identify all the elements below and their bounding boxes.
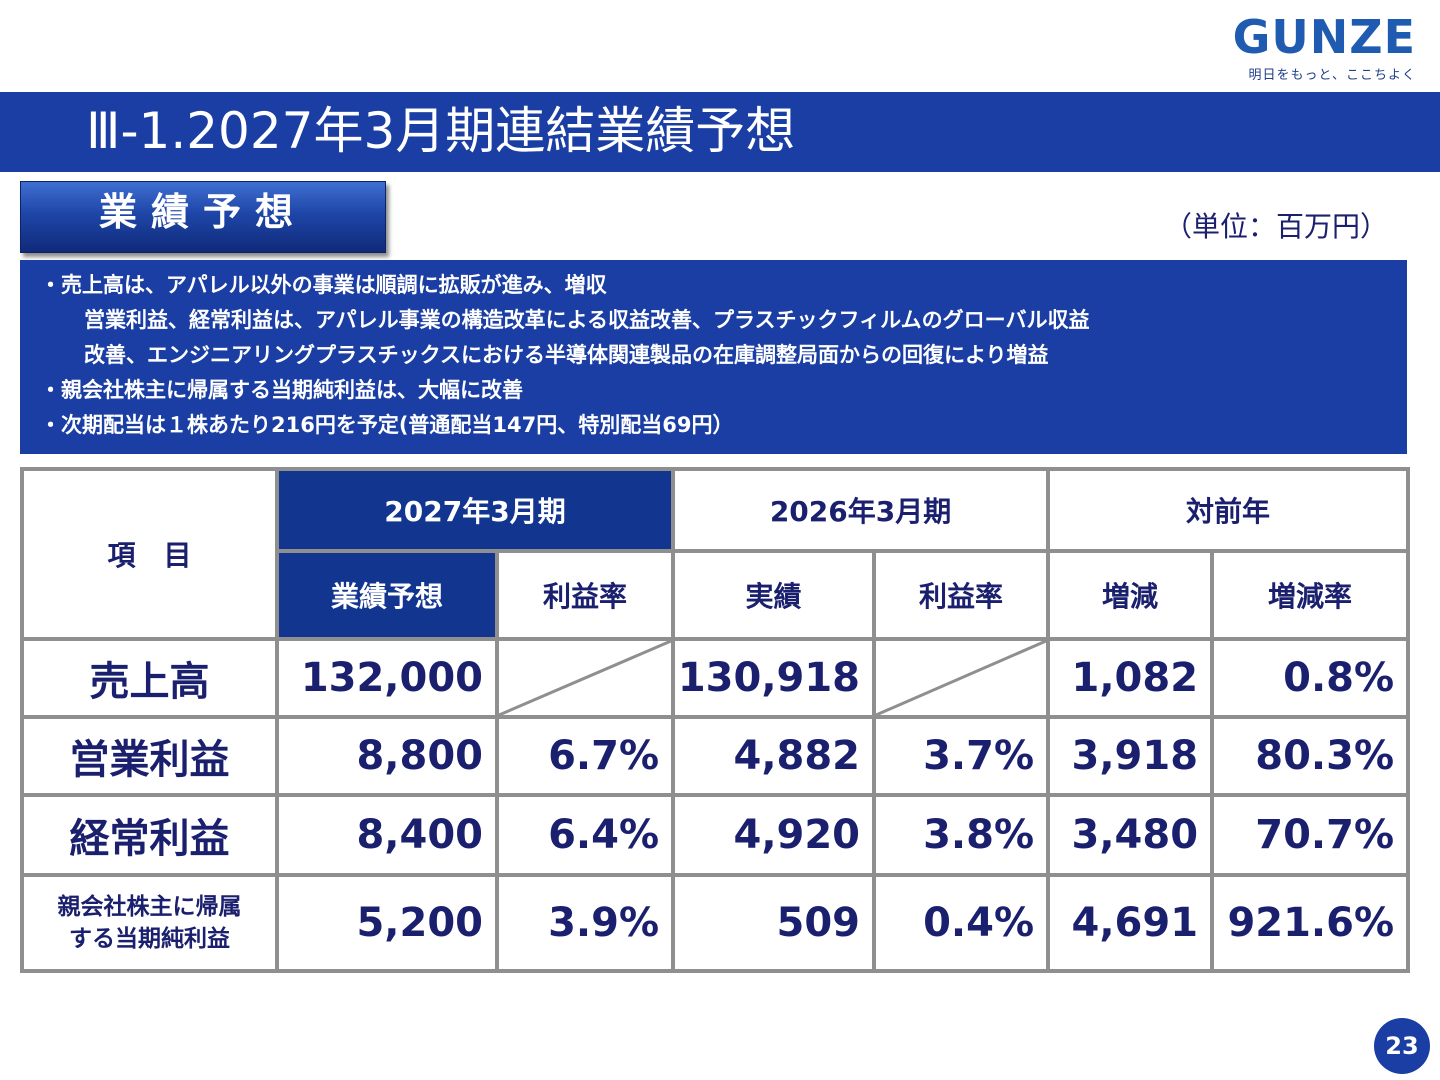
actual-margin-value: 3.8% (872, 793, 1051, 877)
table-row: 営業利益 8,800 6.7% 4,882 3.7% 3,918 80.3% (20, 715, 1411, 797)
summary-notes: ・売上高は、アパレル以外の事業は順調に拡販が進み、増収 営業利益、経常利益は、ア… (20, 260, 1407, 454)
table-row: 経常利益 8,400 6.4% 4,920 3.8% 3,480 70.7% (20, 793, 1411, 877)
subheader-actual-margin: 利益率 (872, 549, 1051, 641)
forecast-margin-value: 6.4% (494, 793, 676, 877)
change-value: 1,082 (1046, 637, 1215, 719)
empty-margin-cell (872, 637, 1051, 719)
subheader-change: 増減 (1046, 549, 1215, 641)
actual-value: 4,920 (671, 793, 877, 877)
forecast-value: 132,000 (275, 637, 499, 719)
table-row: 売上高 132,000 130,918 1,082 0.8% (20, 637, 1411, 719)
logo-tagline: 明日をもっと、ここちよく (1248, 68, 1416, 83)
forecast-value: 8,400 (275, 793, 499, 877)
group-header-yoy: 対前年 (1046, 467, 1411, 553)
row-label: 営業利益 (20, 715, 279, 797)
item-header: 項 目 (20, 467, 279, 641)
change-rate-value: 0.8% (1210, 637, 1411, 719)
note-line: ・売上高は、アパレル以外の事業は順調に拡販が進み、増収 (40, 273, 607, 297)
forecast-value: 8,800 (275, 715, 499, 797)
change-value: 4,691 (1046, 873, 1215, 973)
row-label-line: 親会社株主に帰属 (57, 894, 242, 920)
change-value: 3,480 (1046, 793, 1215, 877)
subheader-actual: 実績 (671, 549, 877, 641)
forecast-value: 5,200 (275, 873, 499, 973)
row-label-line: する当期純利益 (69, 926, 230, 952)
change-rate-value: 80.3% (1210, 715, 1411, 797)
subheader-change-rate: 増減率 (1210, 549, 1411, 641)
subheader-forecast-margin: 利益率 (494, 549, 676, 641)
note-line: 改善、エンジニアリングプラスチックスにおける半導体関連製品の在庫調整局面からの回… (84, 343, 1049, 367)
logo-wordmark: GUNZE (1232, 10, 1416, 64)
group-header-actual: 2026年3月期 (671, 467, 1051, 553)
section-label: 業績予想 (20, 181, 386, 253)
note-line: ・親会社株主に帰属する当期純利益は、大幅に改善 (40, 378, 523, 402)
actual-margin-value: 3.7% (872, 715, 1051, 797)
actual-value: 509 (671, 873, 877, 973)
row-label: 親会社株主に帰属 する当期純利益 (20, 873, 279, 973)
table-subheader-row: 業績予想 利益率 実績 利益率 増減 増減率 (22, 549, 1411, 641)
title-bar: Ⅲ-1.2027年3月期連結業績予想 (0, 92, 1440, 172)
page-number: 23 (1374, 1018, 1430, 1074)
group-header-forecast: 2027年3月期 (274, 467, 676, 553)
gunze-logo: GUNZE 明日をもっと、ここちよく (1233, 12, 1416, 83)
change-value: 3,918 (1046, 715, 1215, 797)
results-table: 項 目 2027年3月期 2026年3月期 対前年 業績予想 利益率 実績 利益… (20, 467, 1411, 973)
note-line: 営業利益、経常利益は、アパレル事業の構造改革による収益改善、プラスチックフィルム… (84, 308, 1090, 332)
actual-value: 130,918 (671, 637, 877, 719)
table-header-row: 項 目 2027年3月期 2026年3月期 対前年 (20, 467, 1411, 641)
empty-margin-cell (494, 637, 676, 719)
diagonal-slash (499, 641, 671, 715)
subheader-forecast: 業績予想 (275, 549, 499, 641)
table-row: 親会社株主に帰属 する当期純利益 5,200 3.9% 509 0.4% 4,6… (20, 873, 1411, 973)
row-label: 売上高 (20, 637, 279, 719)
change-rate-value: 921.6% (1210, 873, 1411, 973)
row-label: 経常利益 (20, 793, 279, 877)
change-rate-value: 70.7% (1210, 793, 1411, 877)
actual-value: 4,882 (671, 715, 877, 797)
unit-label: （単位：百万円） (1163, 210, 1388, 243)
slide-title: Ⅲ-1.2027年3月期連結業績予想 (86, 102, 796, 160)
diagonal-slash (876, 641, 1046, 715)
forecast-margin-value: 3.9% (494, 873, 676, 973)
forecast-margin-value: 6.7% (494, 715, 676, 797)
actual-margin-value: 0.4% (872, 873, 1051, 973)
note-line: ・次期配当は１株あたり216円を予定(普通配当147円、特別配当69円） (40, 413, 734, 437)
